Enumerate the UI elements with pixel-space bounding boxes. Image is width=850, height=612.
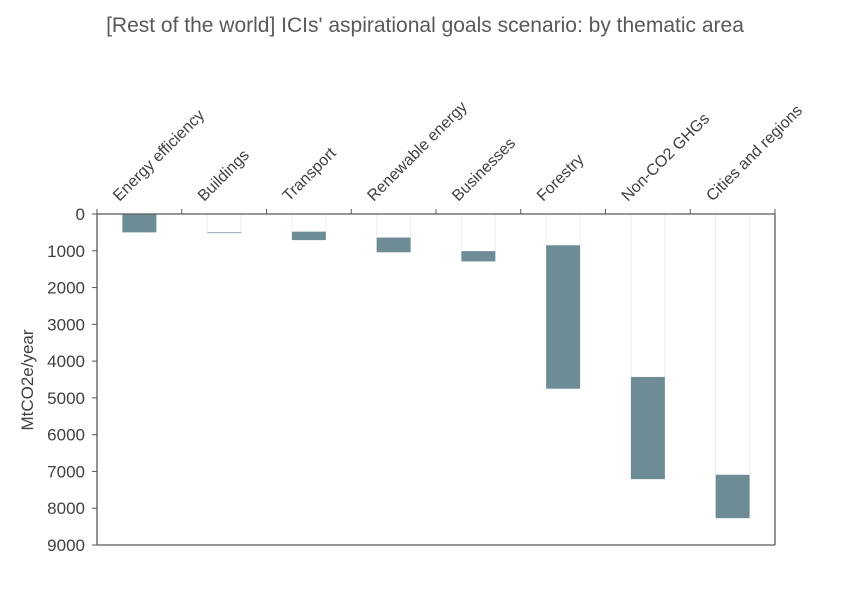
bar [546, 245, 581, 389]
y-tick-label: 9000 [47, 536, 85, 555]
bars-group [122, 214, 751, 519]
bar [376, 237, 411, 253]
category-label: Non-CO2 GHGs [619, 110, 713, 204]
category-label: Transport [280, 144, 340, 204]
category-label: Businesses [449, 135, 519, 205]
axes-group [96, 209, 776, 546]
bar [291, 231, 326, 241]
y-tick-label: 4000 [47, 352, 85, 371]
chart-title: [Rest of the world] ICIs' aspirational g… [106, 14, 744, 37]
bar [207, 232, 242, 234]
bar [461, 251, 496, 262]
y-tick-label: 7000 [47, 462, 85, 481]
y-tick-label: 3000 [47, 315, 85, 334]
category-label: Buildings [195, 147, 253, 205]
y-tick-label: 8000 [47, 499, 85, 518]
y-tick-label: 6000 [47, 426, 85, 445]
category-label: Cities and regions [703, 102, 806, 205]
y-tick-label: 1000 [47, 242, 85, 261]
category-label: Forestry [534, 151, 588, 205]
bar [122, 214, 157, 233]
bar [630, 376, 665, 480]
y-tick-label: 5000 [47, 389, 85, 408]
category-label: Energy efficiency [110, 107, 208, 205]
y-axis-label: MtCO2e/year [18, 329, 37, 430]
y-tick-label: 0 [76, 205, 85, 224]
y-tick-label: 2000 [47, 279, 85, 298]
bar [715, 474, 750, 519]
y-ticks-group: 0 1000 2000 3000 4000 5000 6000 7000 8000 9000 [47, 205, 97, 555]
